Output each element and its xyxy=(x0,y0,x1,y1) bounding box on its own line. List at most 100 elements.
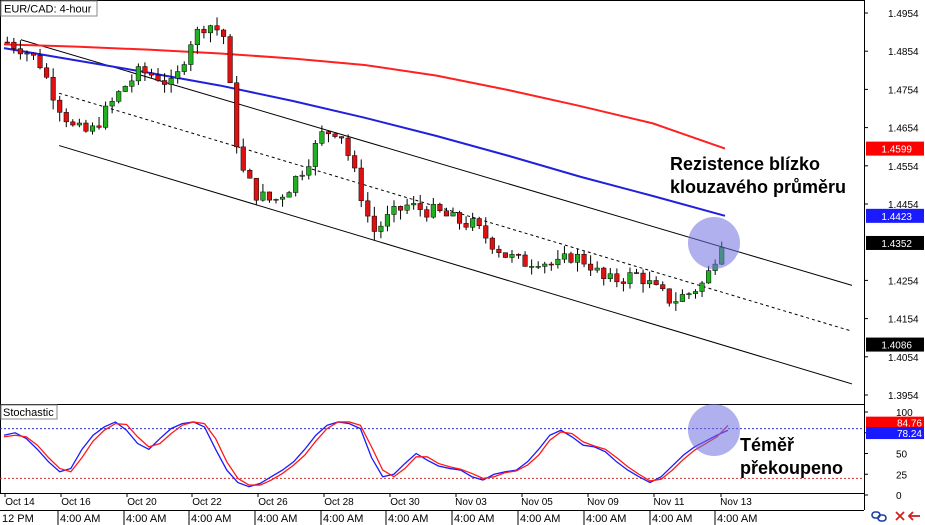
channel-lower-line xyxy=(58,145,853,385)
bearish-candle xyxy=(456,212,463,224)
price-chart-layer xyxy=(3,17,853,385)
date-tick-label: Nov 13 xyxy=(720,497,752,508)
bearish-candle xyxy=(240,146,246,171)
bullish-candle xyxy=(607,273,613,279)
bullish-candle xyxy=(692,291,699,294)
price-label-value: 1.4423 xyxy=(881,212,912,223)
bullish-candle xyxy=(561,253,567,260)
bearish-candle xyxy=(332,133,338,137)
bearish-candle xyxy=(371,215,377,232)
main-pane-frame xyxy=(0,0,865,405)
stochastic-tick-label: 100 xyxy=(896,408,913,419)
date-tick-label: Oct 14 xyxy=(5,497,35,508)
bullish-candle xyxy=(430,204,436,218)
bearish-candle xyxy=(666,288,672,304)
time-tick-label: 4:00 AM xyxy=(388,513,428,525)
bullish-candle xyxy=(706,270,712,284)
back-arrow-icon[interactable] xyxy=(907,511,920,521)
bullish-candle xyxy=(135,66,141,82)
bullish-candle xyxy=(175,71,181,79)
overbought-annotation-line1: Téměř xyxy=(740,435,794,455)
bearish-candle xyxy=(496,248,502,253)
stochastic-value-box xyxy=(866,416,924,429)
date-tick-label: Oct 20 xyxy=(127,497,157,508)
bearish-candle xyxy=(201,28,207,34)
bullish-candle xyxy=(555,258,561,266)
price-tick-label: 1.4154 xyxy=(888,315,919,326)
bullish-candle xyxy=(89,125,96,132)
bullish-candle xyxy=(411,203,417,206)
bullish-candle xyxy=(129,80,135,87)
bearish-candle xyxy=(142,66,148,74)
bullish-candle xyxy=(542,263,548,267)
bullish-candle xyxy=(319,131,325,144)
bearish-candle xyxy=(417,203,423,210)
price-tick-label: 1.4954 xyxy=(888,9,919,20)
price-tick-label: 1.4254 xyxy=(888,276,919,287)
stochastic-title-box: Stochastic xyxy=(0,404,58,420)
date-tick-label: Nov 11 xyxy=(654,497,685,508)
bearish-candle xyxy=(424,209,430,218)
bullish-candle xyxy=(509,254,515,258)
price-label-box xyxy=(866,208,924,223)
time-tick-label: 4:00 AM xyxy=(586,513,626,525)
bearish-candle xyxy=(443,210,449,217)
time-tick-label: 4:00 AM xyxy=(454,513,494,525)
bullish-candle xyxy=(299,174,305,177)
price-tick-label: 1.3954 xyxy=(888,391,919,402)
axes-layer: 1.4954 1.4854 1.4754 1.4654 1.4554 1.4454 1.42… xyxy=(0,9,924,525)
bullish-candle xyxy=(574,253,581,263)
bearish-candle xyxy=(155,74,161,81)
price-tick-label: 1.4454 xyxy=(888,200,919,211)
bullish-candle xyxy=(280,196,286,200)
bearish-candle xyxy=(653,280,659,285)
bearish-candle xyxy=(37,55,43,69)
bearish-candle xyxy=(44,67,50,78)
bearish-candle xyxy=(398,206,404,211)
close-icon[interactable] xyxy=(895,511,905,521)
stochastic-value-label: 78.24 xyxy=(897,429,922,440)
overbought-highlight-circle xyxy=(688,404,740,456)
bullish-candle xyxy=(109,101,115,107)
price-label-value: 1.4599 xyxy=(881,145,912,156)
bullish-candle xyxy=(194,28,200,45)
bearish-candle xyxy=(352,155,358,169)
bullish-candle xyxy=(24,52,30,55)
bearish-candle xyxy=(568,253,574,263)
time-tick-label: 4:00 AM xyxy=(652,513,692,525)
link-icon[interactable] xyxy=(871,511,887,522)
time-tick-label: 4:00 AM xyxy=(717,513,757,525)
bearish-candle xyxy=(70,121,76,126)
bullish-candle xyxy=(103,105,109,128)
bearish-candle xyxy=(633,272,640,274)
price-label-box xyxy=(866,235,924,250)
price-label-value: 1.4086 xyxy=(881,341,912,352)
bearish-candle xyxy=(83,122,89,132)
bullish-candle xyxy=(673,301,679,304)
date-tick-label: Oct 16 xyxy=(61,497,91,508)
date-tick-label: Oct 28 xyxy=(324,497,354,508)
price-label-value: 1.4352 xyxy=(881,239,912,250)
bullish-candle xyxy=(116,91,122,102)
stochastic-tick-label: 0 xyxy=(896,491,902,502)
time-tick-label-first: 12 PM xyxy=(2,513,34,525)
price-tick-label: 1.4854 xyxy=(888,47,919,58)
bearish-candle xyxy=(522,254,528,267)
time-tick-label: 4:00 AM xyxy=(126,513,166,525)
bullish-candle xyxy=(286,192,292,198)
resistance-annotation-line2: klouzavého průměru xyxy=(670,177,846,197)
stochastic-title: Stochastic xyxy=(3,407,54,419)
price-label-box xyxy=(866,337,924,352)
bearish-candle xyxy=(483,225,489,239)
bearish-candle xyxy=(234,82,240,148)
bullish-candle xyxy=(168,78,174,85)
bullish-candle xyxy=(384,214,390,227)
bearish-candle xyxy=(148,72,155,76)
bearish-candle xyxy=(57,99,63,113)
bullish-candle xyxy=(647,280,653,285)
time-tick-label: 4:00 AM xyxy=(520,513,560,525)
bullish-candle xyxy=(470,218,476,228)
bearish-candle xyxy=(17,48,23,55)
bearish-candle xyxy=(515,254,522,256)
